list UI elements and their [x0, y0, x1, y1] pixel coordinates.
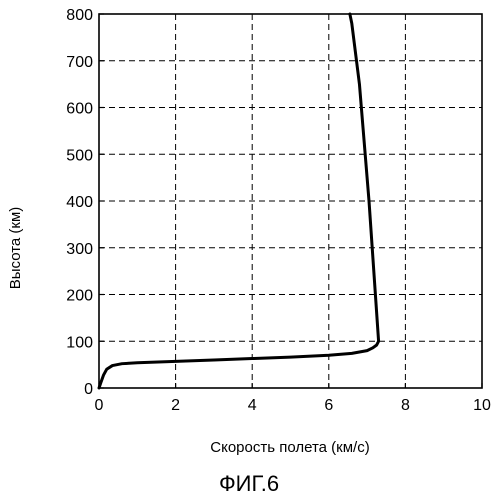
y-tick-label: 300 — [66, 241, 93, 258]
y-tick-label: 100 — [66, 334, 93, 351]
y-tick-label: 700 — [66, 54, 93, 71]
x-tick-label: 8 — [401, 397, 410, 414]
grid-layer — [99, 14, 482, 388]
y-tick-label: 500 — [66, 147, 93, 164]
y-tick-label: 200 — [66, 288, 93, 305]
x-tick-label: 6 — [324, 397, 333, 414]
x-tick-label: 2 — [171, 397, 180, 414]
x-tick-label: 0 — [95, 397, 104, 414]
x-tick-label: 10 — [473, 397, 491, 414]
figure-caption: ФИГ.6 — [219, 471, 279, 496]
y-tick-label: 800 — [66, 7, 93, 24]
x-tick-labels: 0 2 4 6 8 10 — [95, 397, 491, 414]
y-tick-label: 0 — [84, 381, 93, 398]
y-tick-label: 400 — [66, 194, 93, 211]
y-tick-labels: 0 100 200 300 400 500 600 700 800 — [66, 7, 93, 398]
x-axis-title: Скорость полета (км/с) — [210, 439, 369, 456]
y-axis-title: Высота (км) — [7, 207, 24, 290]
x-tick-label: 4 — [248, 397, 257, 414]
y-tick-label: 600 — [66, 101, 93, 118]
